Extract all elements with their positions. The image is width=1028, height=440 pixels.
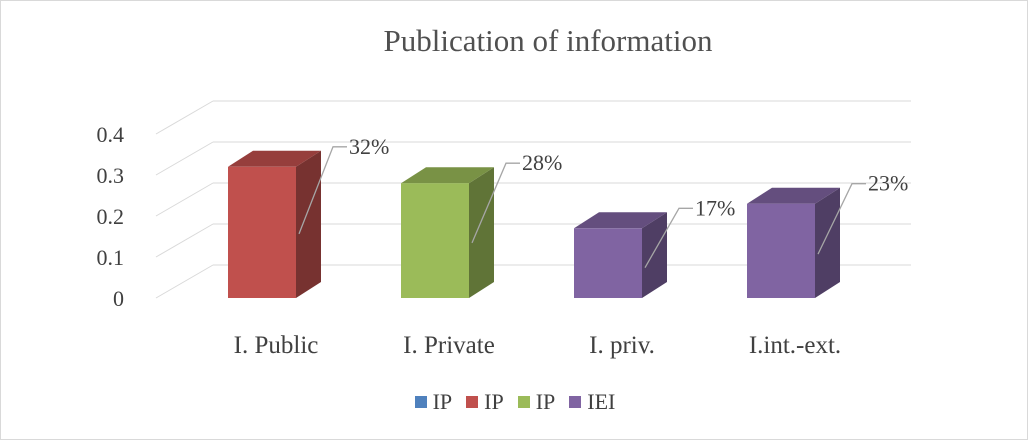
bar-top [228, 150, 321, 167]
data-label: 28% [522, 150, 562, 175]
legend-item: IEI [569, 389, 615, 415]
gridline-diagonal [155, 100, 214, 135]
legend-item: IP [414, 389, 453, 415]
x-category-label: I. Public [234, 332, 319, 359]
legend-swatch [517, 396, 530, 408]
bar [228, 166, 296, 298]
gridline-diagonal [155, 264, 214, 299]
data-label: 17% [695, 195, 735, 220]
legend-label: IP [535, 389, 556, 414]
y-tick-label: 0 [113, 286, 124, 311]
bar-side [815, 187, 840, 298]
bar-top [401, 167, 494, 184]
bar-side [296, 150, 321, 298]
legend-swatch [466, 396, 479, 408]
gridline-diagonal [155, 223, 214, 258]
data-label-leader [471, 162, 520, 244]
y-tick-label: 0.4 [97, 122, 125, 147]
x-category-label: I.int.-ext. [749, 332, 841, 359]
bar-side [469, 167, 494, 298]
legend-item: IP [517, 389, 556, 415]
bar-top [574, 212, 667, 229]
data-label-leader [817, 183, 866, 255]
data-label: 23% [868, 171, 908, 196]
legend-swatch [414, 396, 427, 408]
legend: IP IP IP IEI [1, 389, 1027, 415]
data-label: 32% [349, 134, 389, 159]
gridline-diagonal [155, 182, 214, 217]
legend-label: IP [432, 389, 453, 414]
y-tick-label: 0.2 [97, 204, 125, 229]
x-category-label: I. priv. [589, 332, 655, 359]
data-label-leader [298, 146, 347, 235]
chart-title: Publication of information [383, 23, 713, 58]
legend-label: IEI [587, 389, 616, 414]
bar-top [747, 187, 840, 204]
legend-label: IP [484, 389, 504, 414]
bar [401, 183, 469, 298]
legend-swatch [569, 396, 582, 408]
bar [747, 203, 815, 298]
y-tick-label: 0.1 [97, 245, 125, 270]
legend-item: IP [466, 389, 504, 415]
bar [574, 228, 642, 298]
bar-side [642, 212, 667, 298]
y-tick-label: 0.3 [97, 163, 125, 188]
data-label-leader [644, 207, 693, 268]
gridline-diagonal [155, 141, 214, 176]
x-category-label: I. Private [403, 332, 495, 359]
